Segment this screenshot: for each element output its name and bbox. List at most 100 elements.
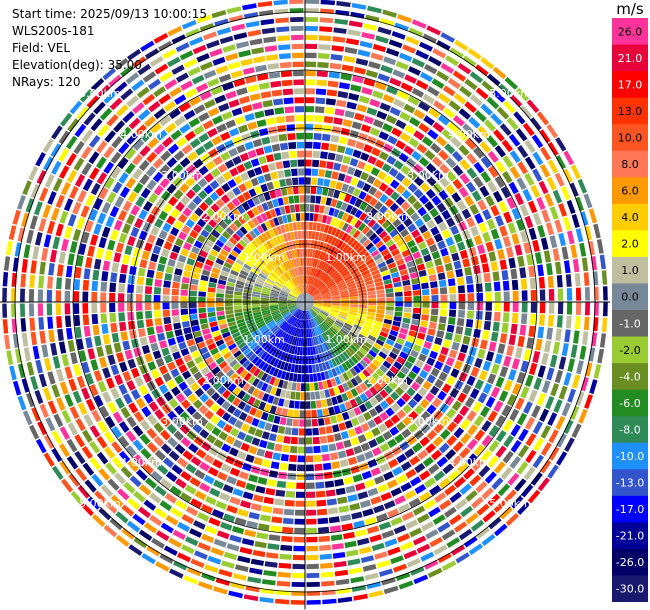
range-gate xyxy=(235,229,245,239)
range-gate xyxy=(302,284,304,294)
range-gate xyxy=(64,394,74,407)
range-gate xyxy=(323,263,330,272)
range-gate xyxy=(326,498,337,506)
range-gate xyxy=(413,176,424,187)
range-gate xyxy=(389,77,402,87)
range-gate xyxy=(308,257,312,267)
range-gate xyxy=(263,192,271,201)
range-gate xyxy=(271,289,280,294)
range-gate xyxy=(257,1,273,8)
range-gate xyxy=(145,477,158,489)
range-gate xyxy=(309,266,313,276)
range-gate xyxy=(374,81,387,91)
range-gate xyxy=(563,372,572,386)
range-gate xyxy=(439,287,448,295)
range-gate xyxy=(492,321,500,332)
range-gate xyxy=(445,184,456,195)
range-gate xyxy=(148,192,159,204)
range-gate xyxy=(192,195,203,206)
range-gate xyxy=(580,376,589,392)
range-gate xyxy=(385,310,394,316)
range-gate xyxy=(39,330,46,344)
range-gate xyxy=(327,80,339,88)
range-gate xyxy=(292,177,299,186)
range-gate xyxy=(372,358,382,368)
range-gate xyxy=(293,258,298,268)
range-gate xyxy=(522,188,533,202)
range-gate xyxy=(424,149,436,161)
range-gate xyxy=(448,317,456,325)
range-gate xyxy=(452,70,467,82)
range-gate xyxy=(146,326,155,336)
range-gate xyxy=(73,291,80,302)
range-gate xyxy=(404,340,414,349)
range-gate xyxy=(335,334,343,342)
range-gate xyxy=(425,237,435,247)
range-gate xyxy=(333,323,341,330)
range-gate xyxy=(368,246,377,254)
range-gate xyxy=(335,262,343,270)
range-gate xyxy=(169,485,182,497)
range-gate xyxy=(250,158,260,167)
range-gate xyxy=(473,147,485,159)
range-gate xyxy=(322,303,332,306)
range-gate xyxy=(481,80,495,93)
range-gate xyxy=(249,407,258,416)
range-gate xyxy=(496,106,510,120)
range-gate xyxy=(181,544,195,555)
range-gate xyxy=(264,403,272,413)
range-gate xyxy=(222,484,234,494)
range-gate xyxy=(167,337,176,346)
range-gate xyxy=(552,248,560,262)
range-gate xyxy=(75,467,88,482)
range-gate xyxy=(500,467,513,480)
range-gate xyxy=(242,393,251,403)
range-gate xyxy=(269,376,276,386)
range-gate xyxy=(242,3,257,11)
range-gate xyxy=(381,529,395,539)
range-gate xyxy=(419,369,429,379)
range-gate xyxy=(588,240,595,256)
range-gate xyxy=(240,328,249,335)
range-gate xyxy=(305,123,314,131)
range-gate xyxy=(128,402,139,414)
range-gate xyxy=(233,175,243,185)
range-gate xyxy=(306,310,309,320)
range-gate xyxy=(359,499,371,509)
range-gate xyxy=(359,359,368,368)
range-gate xyxy=(228,416,238,426)
range-gate xyxy=(104,176,115,189)
range-gate xyxy=(296,286,301,295)
range-gate xyxy=(273,378,280,387)
range-gate xyxy=(305,428,312,436)
range-gate xyxy=(340,73,352,81)
range-gate xyxy=(353,66,366,75)
range-gate xyxy=(408,66,421,76)
range-gate xyxy=(407,223,417,233)
range-gate xyxy=(391,347,401,355)
range-gate xyxy=(310,337,315,346)
range-gate xyxy=(220,347,230,356)
range-gate xyxy=(411,19,427,29)
range-gate xyxy=(470,519,485,532)
range-gate xyxy=(291,289,299,296)
range-gate xyxy=(199,201,209,212)
range-gate xyxy=(226,543,240,552)
range-gate xyxy=(206,39,220,49)
range-gate xyxy=(237,276,246,283)
range-gate xyxy=(377,302,386,306)
range-gate xyxy=(190,278,199,285)
range-gate xyxy=(290,268,296,278)
range-gate xyxy=(118,383,128,395)
range-gate xyxy=(475,283,483,293)
range-gate xyxy=(300,221,305,230)
range-gate xyxy=(263,242,271,251)
range-gate xyxy=(244,113,255,122)
range-gate xyxy=(280,389,287,398)
range-gate xyxy=(317,53,330,60)
range-gate xyxy=(457,392,467,403)
range-gate xyxy=(547,314,554,327)
range-gate xyxy=(286,481,296,489)
range-gate xyxy=(269,323,277,330)
range-gate xyxy=(519,267,527,279)
